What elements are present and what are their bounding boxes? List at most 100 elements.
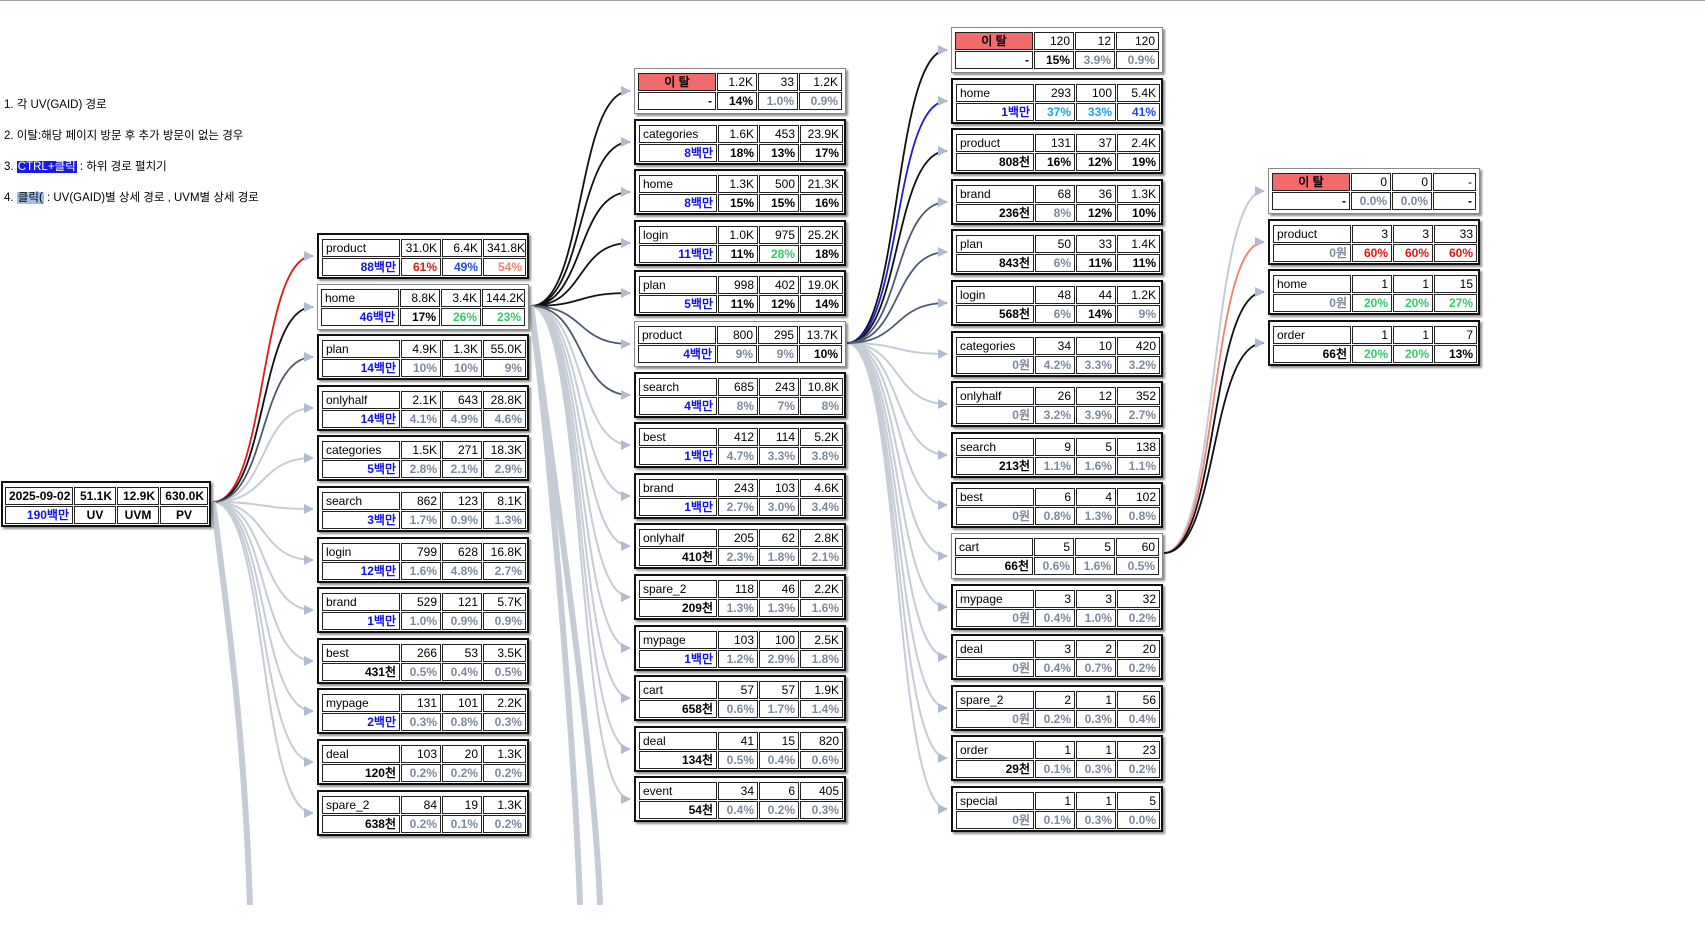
uv-share: 1.1% [1035,457,1075,475]
path-node-mypage-step1[interactable]: mypage 131 101 2.2K 2백만 0.3% 0.8% 0.3% [317,688,529,734]
pv-share: 41% [1117,103,1160,121]
path-node-onlyhalf-step1[interactable]: onlyhalf 2.1K 643 28.8K 14백만 4.1% 4.9% 4.6% [317,385,529,431]
uvm-value: 33 [758,73,798,91]
revenue-value: 4백만 [638,345,716,363]
path-node-brand-step3[interactable]: brand 68 36 1.3K 236천 8% 12% 10% [951,179,1163,225]
path-node-brand-step1[interactable]: brand 529 121 5.7K 1백만 1.0% 0.9% 0.9% [317,587,529,633]
path-node-plan-step1[interactable]: plan 4.9K 1.3K 55.0K 14백만 10% 10% 9% [317,334,529,380]
uvm-share: 12% [759,295,799,313]
path-node-home-step1[interactable]: home 8.8K 3.4K 144.2K 46백만 17% 26% 23% [317,284,529,330]
path-node-cart-step3[interactable]: cart 5 5 60 66천 0.6% 1.6% 0.5% [951,533,1163,579]
path-node-product-step3[interactable]: product 131 37 2.4K 808천 16% 12% 19% [951,128,1163,174]
path-node-spare_2-step1[interactable]: spare_2 84 19 1.3K 638천 0.2% 0.1% 0.2% [317,790,529,836]
uv-value: 57 [718,681,758,699]
pv-value: 8.1K [483,492,526,510]
path-node-order-step3[interactable]: order 1 1 23 29천 0.1% 0.3% 0.2% [951,735,1163,781]
path-node-deal-step1[interactable]: deal 103 20 1.3K 120천 0.2% 0.2% 0.2% [317,739,529,785]
revenue-value: 0원 [956,710,1034,728]
path-node-brand-step2[interactable]: brand 243 103 4.6K 1백만 2.7% 3.0% 3.4% [634,473,846,519]
path-node--step2[interactable]: 이 탈 1.2K 33 1.2K -14% 1.0% 0.9% [634,68,846,114]
uvm-value: 3 [1076,590,1116,608]
uvm-value: 643 [442,391,482,409]
path-node-special-step3[interactable]: special 1 1 5 0원 0.1% 0.3% 0.0% [951,786,1163,832]
path-node-categories-step3[interactable]: categories 34 10 420 0원 4.2% 3.3% 3.2% [951,331,1163,377]
uvm-value: 114 [759,428,799,446]
uv-value: 6 [1035,488,1075,506]
uv-share: 1.7% [401,511,441,529]
pv-value: 1.3K [483,745,526,763]
uv-value: 34 [1035,337,1075,355]
path-node-spare_2-step2[interactable]: spare_2 118 46 2.2K 209천 1.3% 1.3% 1.6% [634,574,846,620]
path-node-plan-step3[interactable]: plan 50 33 1.4K 843천 6% 11% 11% [951,229,1163,275]
uvm-share: 3.3% [1076,356,1116,374]
uvm-value: 33 [1076,235,1116,253]
path-node-search-step1[interactable]: search 862 123 8.1K 3백만 1.7% 0.9% 1.3% [317,486,529,532]
uvm-share: 0.4% [759,751,799,769]
pv-share: 9% [483,359,526,377]
path-node-home-step3[interactable]: home 293 100 5.4K 1백만 37% 33% 41% [951,78,1163,124]
uv-share: 16% [1035,153,1075,171]
path-node-home-step4[interactable]: home 1 1 15 0원 20% 20% 27% [1268,269,1480,315]
uv-value: 103 [401,745,441,763]
uv-value: 1 [1352,275,1392,293]
path-node-login-step1[interactable]: login 799 628 16.8K 12백만 1.6% 4.8% 2.7% [317,537,529,583]
flow-arrowhead [938,500,948,510]
path-node--step4[interactable]: 이 탈 0 0- -0.0% 0.0% - [1268,168,1480,214]
path-node-spare_2-step3[interactable]: spare_2 2 1 56 0원 0.2% 0.3% 0.4% [951,685,1163,731]
path-node-plan-step2[interactable]: plan 998 402 19.0K 5백만 11% 12% 14% [634,270,846,316]
flow-arrowhead [938,602,948,612]
flow-link [530,141,631,307]
path-node-cart-step2[interactable]: cart 57 57 1.9K 658천 0.6% 1.7% 1.4% [634,675,846,721]
uv-value: 50 [1035,235,1075,253]
path-node-order-step4[interactable]: order 1 1 7 66천 20% 20% 13% [1268,320,1480,366]
uv-share: 0.4% [1035,659,1075,677]
flow-arrowhead [621,339,631,349]
path-node-best-step1[interactable]: best 266 53 3.5K 431천 0.5% 0.4% 0.5% [317,638,529,684]
flow-link [212,407,314,503]
path-node-onlyhalf-step3[interactable]: onlyhalf 26 12 352 0원 3.2% 3.9% 2.7% [951,381,1163,427]
revenue-value: 213천 [956,457,1034,475]
uv-share: 1.6% [401,562,441,580]
path-node-deal-step3[interactable]: deal 3 2 20 0원 0.4% 0.7% 0.2% [951,634,1163,680]
path-node-categories-step2[interactable]: categories 1.6K 453 23.9K 8백만 18% 13% 17% [634,119,846,165]
path-node-login-step3[interactable]: login 48 44 1.2K 568천 6% 14% 9% [951,280,1163,326]
flow-arrowhead [304,808,314,818]
path-node-categories-step1[interactable]: categories 1.5K 271 18.3K 5백만 2.8% 2.1% 2.9% [317,435,529,481]
path-node-deal-step2[interactable]: deal 41 15 820 134천 0.5% 0.4% 0.6% [634,726,846,772]
path-node-best-step3[interactable]: best 6 4 102 0원 0.8% 1.3% 0.8% [951,482,1163,528]
uv-value: 293 [1035,84,1075,102]
flow-arrowhead [938,551,948,561]
path-node-product-step4[interactable]: product 3 3 33 0원 60% 60% 60% [1268,219,1480,265]
path-node-best-step2[interactable]: best 412 114 5.2K 1백만 4.7% 3.3% 3.8% [634,422,846,468]
path-node-product-step2[interactable]: product 800 295 13.7K 4백만 9% 9% 10% [634,321,846,367]
root-node[interactable]: 2025-09-02 51.1K 12.9K 630.0K 190백만 UV U… [1,481,211,527]
uvm-share: 1.8% [759,548,799,566]
revenue-value: 209천 [639,599,717,617]
path-node-event-step2[interactable]: event 34 6 405 54천 0.4% 0.2% 0.3% [634,776,846,822]
uv-value: 2.1K [401,391,441,409]
uvm-share: 0.8% [442,713,482,731]
path-node--step3[interactable]: 이 탈 120 12 120-15% 3.9% 0.9% [951,27,1163,73]
uv-share: 20% [1352,345,1392,363]
revenue-value: 54천 [639,801,717,819]
uvm-share: 4.9% [442,410,482,428]
uv-share: 0.6% [1034,557,1074,575]
path-node-home-step2[interactable]: home 1.3K 500 21.3K 8백만 15% 15% 16% [634,169,846,215]
pv-share: 10% [799,345,842,363]
flow-arrowhead [1255,237,1265,247]
uv-value: 4.9K [401,340,441,358]
pv-share: 0.3% [483,713,526,731]
path-node-search-step3[interactable]: search 9 5 138 213천 1.1% 1.6% 1.1% [951,432,1163,478]
pv-value: 18.3K [483,441,526,459]
revenue-value: - [955,51,1033,69]
path-node-login-step2[interactable]: login 1.0K 975 25.2K 11백만 11% 28% 18% [634,220,846,266]
page-name: mypage [322,694,400,712]
path-node-mypage-step2[interactable]: mypage 103 100 2.5K 1백만 1.2% 2.9% 1.8% [634,625,846,671]
uvm-value: 53 [442,644,482,662]
uvm-value: 20 [442,745,482,763]
path-node-search-step2[interactable]: search 685 243 10.8K 4백만 8% 7% 8% [634,372,846,418]
revenue-value: 8백만 [639,144,717,162]
path-node-product-step1[interactable]: product 31.0K 6.4K 341.8K 88백만 61% 49% 54% [317,233,529,279]
path-node-mypage-step3[interactable]: mypage 3 3 32 0원 0.4% 1.0% 0.2% [951,584,1163,630]
path-node-onlyhalf-step2[interactable]: onlyhalf 205 62 2.8K 410천 2.3% 1.8% 2.1% [634,523,846,569]
